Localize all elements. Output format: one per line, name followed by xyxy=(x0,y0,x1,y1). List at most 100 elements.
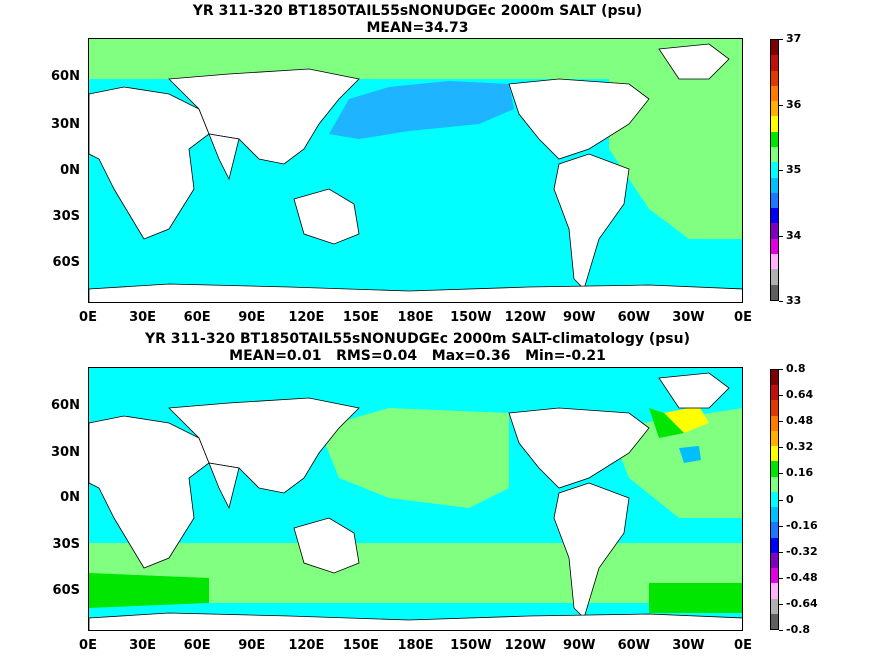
panel2-colorbar-tick xyxy=(779,369,783,370)
panel2-lat-label: 60S xyxy=(52,583,80,598)
panel1-lat-label: 0N xyxy=(60,163,80,178)
panel2-lon-label: 150W xyxy=(450,638,492,653)
panel2-colorbar-label: -0.64 xyxy=(786,596,818,610)
panel2-lon-label: 60W xyxy=(617,638,651,653)
panel2-colorbar-segment xyxy=(771,415,778,431)
panel1-colorbar-label: 37 xyxy=(786,32,802,45)
panel1-colorbar-segment xyxy=(771,192,778,209)
panel1-colorbar-segment xyxy=(771,116,778,132)
panel1-colorbar-segment xyxy=(771,269,778,285)
panel1-lon-label: 60W xyxy=(617,310,651,325)
panel1-colorbar-segment xyxy=(771,238,778,254)
panel2-lat-label: 30S xyxy=(52,537,80,552)
panel1-colorbar-label: 35 xyxy=(786,163,802,176)
panel1-colorbar-segment xyxy=(771,101,778,117)
panel1-colorbar-segment xyxy=(771,85,778,102)
panel2-colorbar-tick xyxy=(779,603,783,605)
panel2-lat-label: 0N xyxy=(60,490,80,505)
panel1-lon-label: 60E xyxy=(183,310,211,325)
panel1-lon-label: 150W xyxy=(450,310,492,325)
panel2-colorbar-segment xyxy=(771,476,778,492)
panel1-lon-label: 120W xyxy=(504,310,547,325)
panel2-colorbar-segment xyxy=(771,400,778,416)
panel1-lat-label: 30S xyxy=(52,209,80,224)
panel2-colorbar-label: -0.32 xyxy=(786,544,818,558)
panel2-lat-label: 30N xyxy=(51,445,80,460)
panel1-lon-label: 0E xyxy=(79,310,97,325)
panel1-colorbar-tick xyxy=(779,104,783,106)
panel2-colorbar-tick xyxy=(779,577,783,579)
panel2-lon-label: 120E xyxy=(288,638,325,653)
panel1-lat-label: 60S xyxy=(52,255,80,270)
panel1-colorbar-tick xyxy=(779,301,783,302)
panel2-colorbar-segment xyxy=(771,537,778,553)
panel2-colorbar-label: -0.8 xyxy=(786,623,811,636)
panel1-colorbar-segment xyxy=(771,40,778,56)
panel2-colorbar xyxy=(770,369,779,630)
panel1-subtitle: MEAN=34.73 xyxy=(366,20,469,36)
panel2-colorbar-tick xyxy=(779,525,783,527)
panel1-colorbar-tick xyxy=(779,235,783,237)
panel2-colorbar-label: 0.64 xyxy=(786,388,814,402)
panel2-colorbar-segment xyxy=(771,613,778,629)
panel1-lon-label: 180E xyxy=(397,310,434,325)
panel1-lat-label: 60N xyxy=(51,69,80,84)
panel2-colorbar-segment xyxy=(771,385,778,401)
panel2-lon-label: 30E xyxy=(129,638,157,653)
panel2-colorbar-label: 0.8 xyxy=(786,362,806,375)
panel2-colorbar-tick xyxy=(779,630,783,631)
panel2-subtitle: MEAN=0.01 RMS=0.04 Max=0.36 Min=-0.21 xyxy=(229,348,606,364)
panel2-colorbar-label: -0.48 xyxy=(786,570,818,584)
panel1-colorbar-segment xyxy=(771,223,778,239)
panel1-colorbar xyxy=(770,39,779,301)
panel2-lon-label: 30W xyxy=(672,638,705,653)
panel1-lon-label: 120E xyxy=(288,310,325,325)
panel1-lon-label: 30W xyxy=(672,310,705,325)
panel2-colorbar-segment xyxy=(771,370,778,386)
panel1-colorbar-segment xyxy=(771,146,778,163)
panel2-colorbar-tick xyxy=(779,551,783,553)
panel1-colorbar-tick xyxy=(779,39,783,40)
panel2-colorbar-tick xyxy=(779,447,783,449)
panel2-colorbar-segment xyxy=(771,552,778,569)
panel1-colorbar-segment xyxy=(771,131,778,147)
panel2-lon-label: 90W xyxy=(563,638,596,653)
panel2-lon-label: 90E xyxy=(238,638,266,653)
panel2-colorbar-segment xyxy=(771,507,778,523)
panel1-colorbar-segment xyxy=(771,162,778,178)
panel2-colorbar-label: 0.48 xyxy=(786,414,814,428)
panel2-lon-label: 0E xyxy=(734,638,752,653)
panel1-title: YR 311-320 BT1850TAIL55sNONUDGEc 2000m S… xyxy=(192,3,643,19)
panel1-lon-label: 150E xyxy=(342,310,379,325)
panel2-colorbar-segment xyxy=(771,522,778,538)
panel1-lon-label: 0E xyxy=(734,310,752,325)
panel2-colorbar-label: 0 xyxy=(786,492,794,506)
panel1-lat-label: 30N xyxy=(51,117,80,132)
panel1-lon-label: 90E xyxy=(238,310,266,325)
panel1-colorbar-label: 36 xyxy=(786,97,802,111)
panel2-lon-label: 150E xyxy=(342,638,379,653)
panel2-colorbar-tick xyxy=(779,473,783,475)
panel2-colorbar-label: 0.32 xyxy=(786,440,814,454)
panel2-lon-label: 60E xyxy=(183,638,211,653)
panel1-lon-label: 30E xyxy=(129,310,157,325)
panel2-lon-label: 180E xyxy=(397,638,434,653)
panel2-title: YR 311-320 BT1850TAIL55sNONUDGEc 2000m S… xyxy=(145,331,690,347)
panel1-colorbar-segment xyxy=(771,70,778,86)
panel2-colorbar-tick xyxy=(779,421,783,423)
panel2-colorbar-segment xyxy=(771,430,778,447)
panel1-colorbar-segment xyxy=(771,55,778,71)
panel2-colorbar-segment xyxy=(771,568,778,584)
panel2-lon-label: 0E xyxy=(79,638,97,653)
panel2-lat-label: 60N xyxy=(51,398,80,413)
panel2-colorbar-segment xyxy=(771,461,778,477)
panel2-colorbar-label: 0.16 xyxy=(786,466,814,480)
panel1-colorbar-label: 34 xyxy=(786,228,802,242)
panel1-salinity-map xyxy=(88,38,743,303)
panel1-colorbar-segment xyxy=(771,253,778,270)
panel1-colorbar-segment xyxy=(771,208,778,224)
panel1-lon-label: 90W xyxy=(563,310,596,325)
panel2-lon-label: 120W xyxy=(504,638,547,653)
panel2-anomaly-map xyxy=(88,367,743,631)
panel2-colorbar-segment xyxy=(771,491,778,508)
